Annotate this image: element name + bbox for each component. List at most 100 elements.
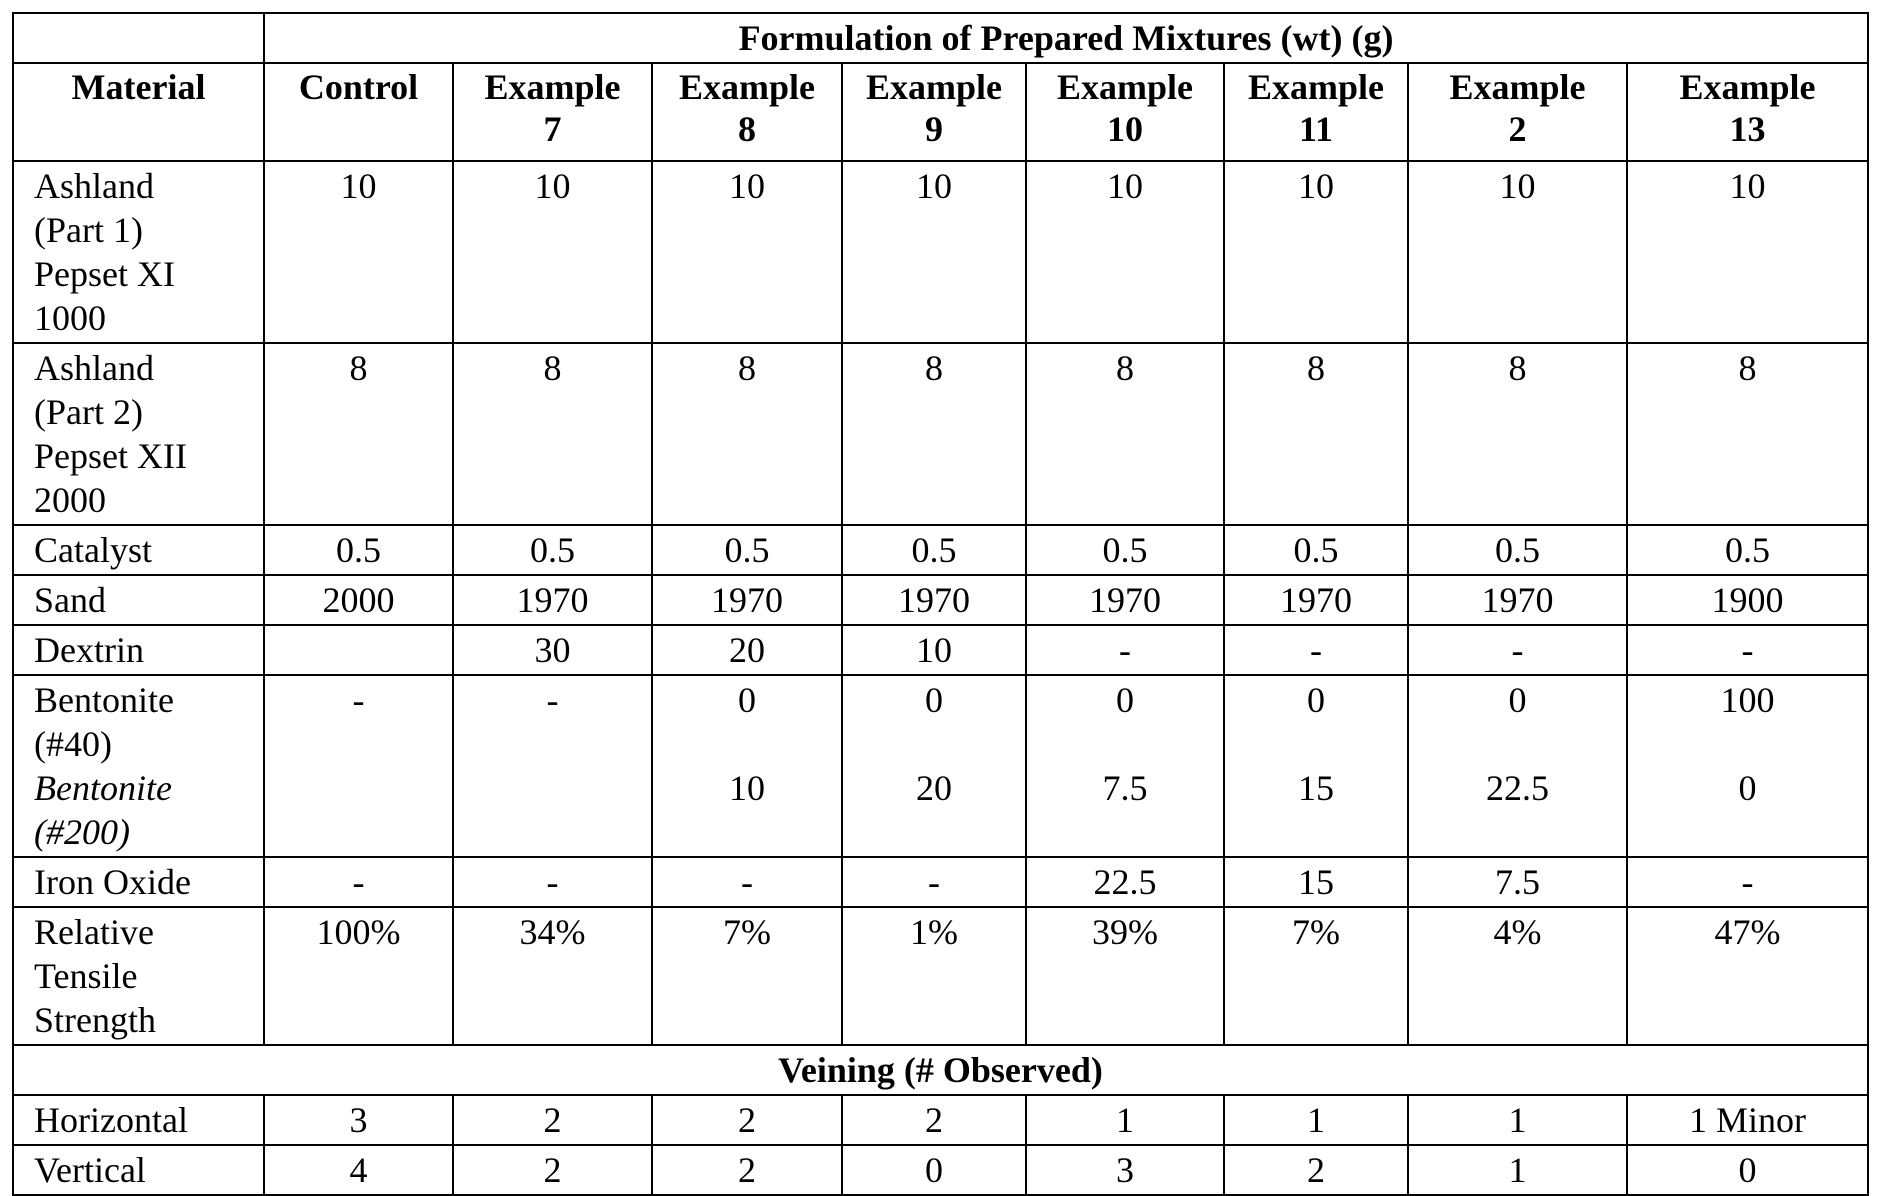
table-cell: - [841,856,1027,908]
table-cell: 39% [1025,906,1225,1046]
table-cell: 10 [1223,160,1409,344]
column-header-example-13: Example 13 [1626,62,1869,162]
table-row-horizontal: Horizontal 3 2 2 2 1 1 1 1 Minor [12,1094,1869,1146]
table-cell: 0.5 [1626,524,1869,576]
table-cell: 10 [841,624,1027,676]
table-cell: 7.5 [1407,856,1628,908]
table-cell: - [1626,624,1869,676]
column-header-row: Material Control Example 7 Example 8 Examp… [12,62,1869,162]
table-cell: 0 7.5 [1025,674,1225,858]
row-label-part2: Ashland (Part 2) Pepset XII 2000 [12,342,265,526]
table-cell: 30 [452,624,653,676]
table-cell: 10 [452,160,653,344]
table-row-part1: Ashland (Part 1) Pepset XI 1000 10 10 10… [12,160,1869,344]
table-cell: 0.5 [1223,524,1409,576]
column-header-example-2: Example 2 [1407,62,1628,162]
veining-header-row: Veining (# Observed) [12,1044,1869,1096]
table-cell: 1970 [452,574,653,626]
table-cell: 8 [1407,342,1628,526]
column-header-example-10: Example 10 [1025,62,1225,162]
column-header-control: Control [263,62,454,162]
table-cell: 15 [1223,856,1409,908]
table-cell: 1900 [1626,574,1869,626]
column-header-example-7: Example 7 [452,62,653,162]
table-cell: 1 [1025,1094,1225,1146]
table-cell: - [1407,624,1628,676]
table-cell: 1 Minor [1626,1094,1869,1146]
table-cell: 0 22.5 [1407,674,1628,858]
table-row-bentonite: Bentonite (#40) Bentonite (#200) - - 0 1… [12,674,1869,858]
table-cell: 2 [651,1094,843,1146]
table-cell: 7% [651,906,843,1046]
table-row-sand: Sand 2000 1970 1970 1970 1970 1970 1970 … [12,574,1869,626]
table-cell: 10 [841,160,1027,344]
table-cell: 0.5 [651,524,843,576]
veining-header: Veining (# Observed) [12,1044,1869,1096]
table-cell: 0.5 [841,524,1027,576]
table-cell: 10 [1626,160,1869,344]
table-cell: 0 10 [651,674,843,858]
table-cell: - [452,674,653,858]
table-cell: 1970 [841,574,1027,626]
table-row-vertical: Vertical 4 2 2 0 3 2 1 0 [12,1144,1869,1196]
table-cell: 8 [1626,342,1869,526]
table-cell: 1970 [1407,574,1628,626]
table-cell: 1970 [1025,574,1225,626]
row-label-sand: Sand [12,574,265,626]
document-page: Formulation of Prepared Mixtures (wt) (g… [12,12,1869,1196]
table-cell: 2 [452,1144,653,1196]
table-row-iron-oxide: Iron Oxide - - - - 22.5 15 7.5 - [12,856,1869,908]
table-cell: 100% [263,906,454,1046]
table-cell: 10 [263,160,454,344]
table-cell: 0.5 [263,524,454,576]
table-cell: 22.5 [1025,856,1225,908]
row-label-vertical: Vertical [12,1144,265,1196]
table-cell: 0.5 [452,524,653,576]
table-cell: 1970 [1223,574,1409,626]
table-cell: 2 [841,1094,1027,1146]
table-cell: 3 [263,1094,454,1146]
row-label-relative-tensile-strength: Relative Tensile Strength [12,906,265,1046]
table-cell: 3 [1025,1144,1225,1196]
table-cell: 8 [1025,342,1225,526]
table-cell: 7% [1223,906,1409,1046]
table-row-relative-tensile-strength: Relative Tensile Strength 100% 34% 7% 1%… [12,906,1869,1046]
table-cell: 8 [1223,342,1409,526]
table-cell: 4 [263,1144,454,1196]
row-label-iron-oxide: Iron Oxide [12,856,265,908]
row-label-bentonite: Bentonite (#40) Bentonite (#200) [12,674,265,858]
table-cell: 0 15 [1223,674,1409,858]
table-cell: - [263,674,454,858]
table-cell: - [1025,624,1225,676]
table-cell: 20 [651,624,843,676]
table-cell: 10 [1025,160,1225,344]
table-cell: - [651,856,843,908]
group-header: Formulation of Prepared Mixtures (wt) (g… [263,12,1869,64]
table-cell: 0.5 [1025,524,1225,576]
table-cell [263,624,454,676]
table-cell: 8 [841,342,1027,526]
table-cell: 0 20 [841,674,1027,858]
table-cell: 47% [1626,906,1869,1046]
table-cell: 0.5 [1407,524,1628,576]
table-cell: - [1626,856,1869,908]
formulation-table: Formulation of Prepared Mixtures (wt) (g… [12,12,1869,1196]
column-header-example-8: Example 8 [651,62,843,162]
table-cell: 100 0 [1626,674,1869,858]
table-row-catalyst: Catalyst 0.5 0.5 0.5 0.5 0.5 0.5 0.5 0.5 [12,524,1869,576]
row-label-horizontal: Horizontal [12,1094,265,1146]
table-cell: 1 [1407,1144,1628,1196]
table-cell: 2000 [263,574,454,626]
table-cell: 2 [452,1094,653,1146]
table-cell: 2 [1223,1144,1409,1196]
table-cell: - [1223,624,1409,676]
table-cell: 1970 [651,574,843,626]
table-cell: 1 [1223,1094,1409,1146]
empty-corner-cell [12,12,265,64]
table-cell: 34% [452,906,653,1046]
table-row-part2: Ashland (Part 2) Pepset XII 2000 8 8 8 8… [12,342,1869,526]
material-header: Material [12,62,265,162]
table-row-dextrin: Dextrin 30 20 10 - - - - [12,624,1869,676]
column-header-example-9: Example 9 [841,62,1027,162]
table-cell: 10 [1407,160,1628,344]
